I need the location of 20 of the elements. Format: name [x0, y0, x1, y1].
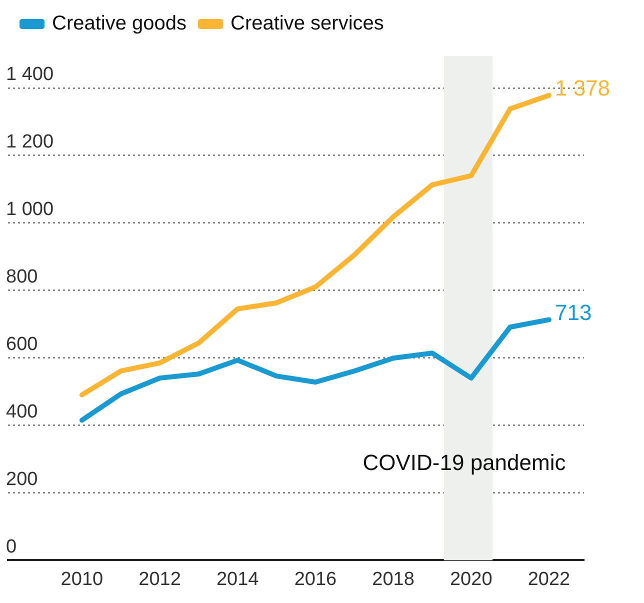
x-tick-label: 2018 [372, 568, 414, 590]
x-tick-label: 2014 [216, 568, 260, 590]
x-tick-label: 2010 [60, 568, 104, 590]
legend-label: Creative services [230, 12, 384, 35]
x-tick-label: 2022 [528, 568, 570, 590]
legend-label: Creative goods [52, 12, 187, 35]
data-label: 713 [554, 300, 592, 325]
y-tick-label: 800 [6, 266, 38, 288]
y-tick-label: 400 [6, 402, 38, 423]
y-tick-label: 1 000 [6, 199, 54, 220]
x-tick-label: 2012 [138, 568, 181, 590]
y-tick-label: 600 [6, 334, 38, 356]
band-label: COVID-19 pandemic [362, 450, 566, 476]
y-tick-label: 0 [6, 536, 17, 558]
x-tick-label: 2020 [450, 568, 492, 590]
data-label: 1 378 [554, 75, 610, 100]
x-tick-label: 2016 [294, 568, 337, 590]
y-tick-label: 200 [6, 468, 38, 490]
y-tick-label: 1 200 [6, 132, 54, 153]
y-tick-label: 1 400 [6, 64, 54, 86]
